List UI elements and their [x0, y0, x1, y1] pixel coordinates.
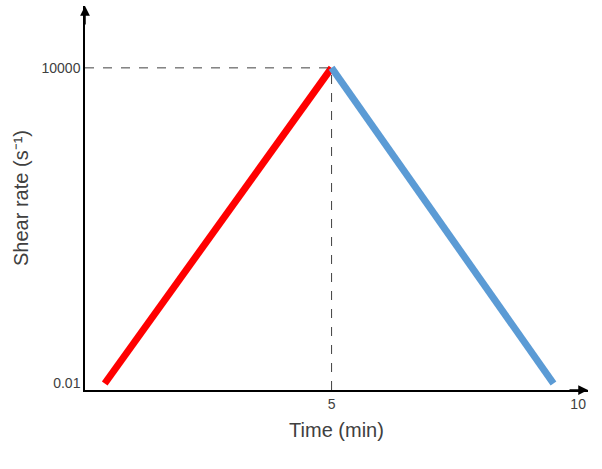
svg-text:Shear rate (s⁻¹): Shear rate (s⁻¹) [10, 130, 32, 266]
svg-text:10000: 10000 [42, 60, 81, 76]
svg-text:5: 5 [328, 396, 336, 412]
svg-text:10: 10 [570, 396, 586, 412]
svg-text:0.01: 0.01 [53, 375, 80, 391]
svg-text:Time (min): Time (min) [289, 419, 384, 441]
